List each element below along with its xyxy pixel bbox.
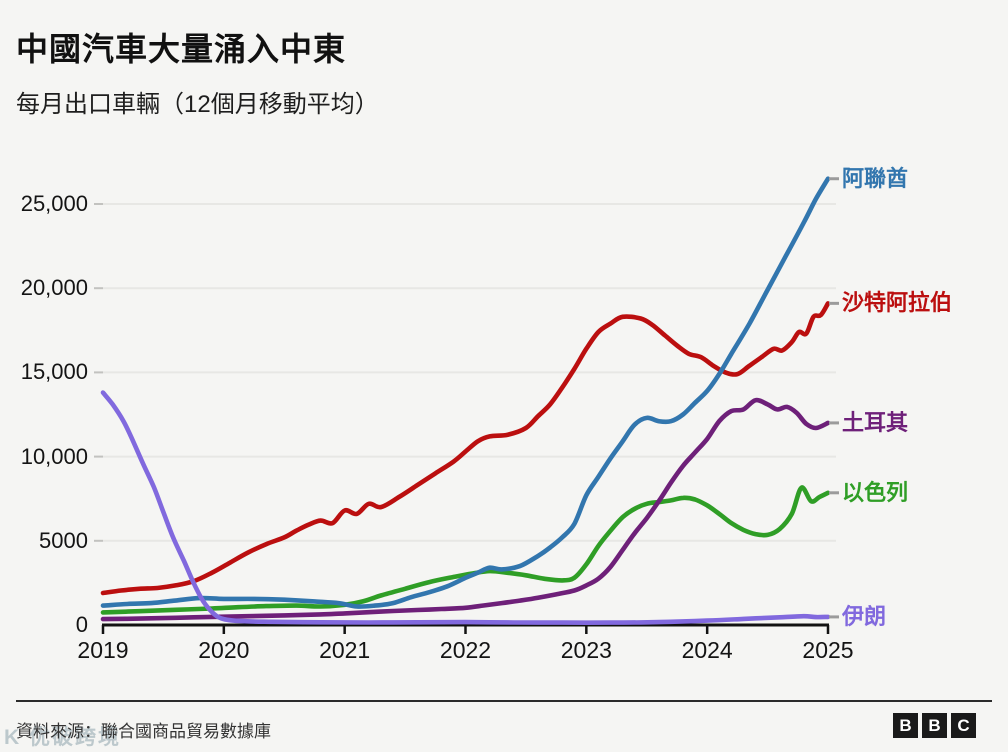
y-tick-label: 0	[75, 612, 88, 637]
x-tick-label: 2021	[319, 637, 371, 663]
source-credit: 資料來源：聯合國商品貿易數據庫	[16, 722, 271, 741]
bbc-logo-letter: B	[893, 713, 918, 738]
x-tick-label: 2020	[198, 637, 250, 663]
y-tick-label: 5000	[39, 527, 88, 553]
bbc-logo: B B C	[893, 713, 976, 738]
x-tick-label: 2023	[560, 637, 612, 663]
line-uae	[100, 176, 831, 609]
page-title: 中國汽車大量涌入中東	[16, 31, 347, 67]
series-label-israel: 以色列	[842, 479, 909, 505]
series-label-iran: 伊朗	[842, 603, 887, 629]
x-tick-label: 2025	[802, 637, 854, 663]
bbc-logo-letter: C	[951, 713, 976, 738]
line-iran	[100, 390, 831, 625]
y-tick-label: 20,000	[20, 275, 88, 301]
y-tick-label: 25,000	[20, 191, 88, 216]
line-israel	[100, 485, 831, 615]
y-tick-label: 15,000	[20, 359, 88, 385]
series-label-saudi: 沙特阿拉伯	[842, 290, 953, 316]
bbc-logo-letter: B	[922, 713, 947, 738]
x-tick-label: 2024	[681, 637, 733, 663]
series-label-uae: 阿聯酋	[842, 165, 909, 191]
series-label-turkey: 土耳其	[842, 409, 909, 435]
x-tick-label: 2019	[77, 637, 129, 663]
x-tick-label: 2022	[439, 637, 492, 663]
page-subtitle: 每月出口車輛（12個月移動平均）	[16, 91, 379, 118]
line-saudi	[100, 301, 831, 596]
line-turkey	[100, 397, 831, 622]
y-tick-label: 10,000	[20, 443, 88, 469]
footer-divider	[16, 700, 992, 702]
